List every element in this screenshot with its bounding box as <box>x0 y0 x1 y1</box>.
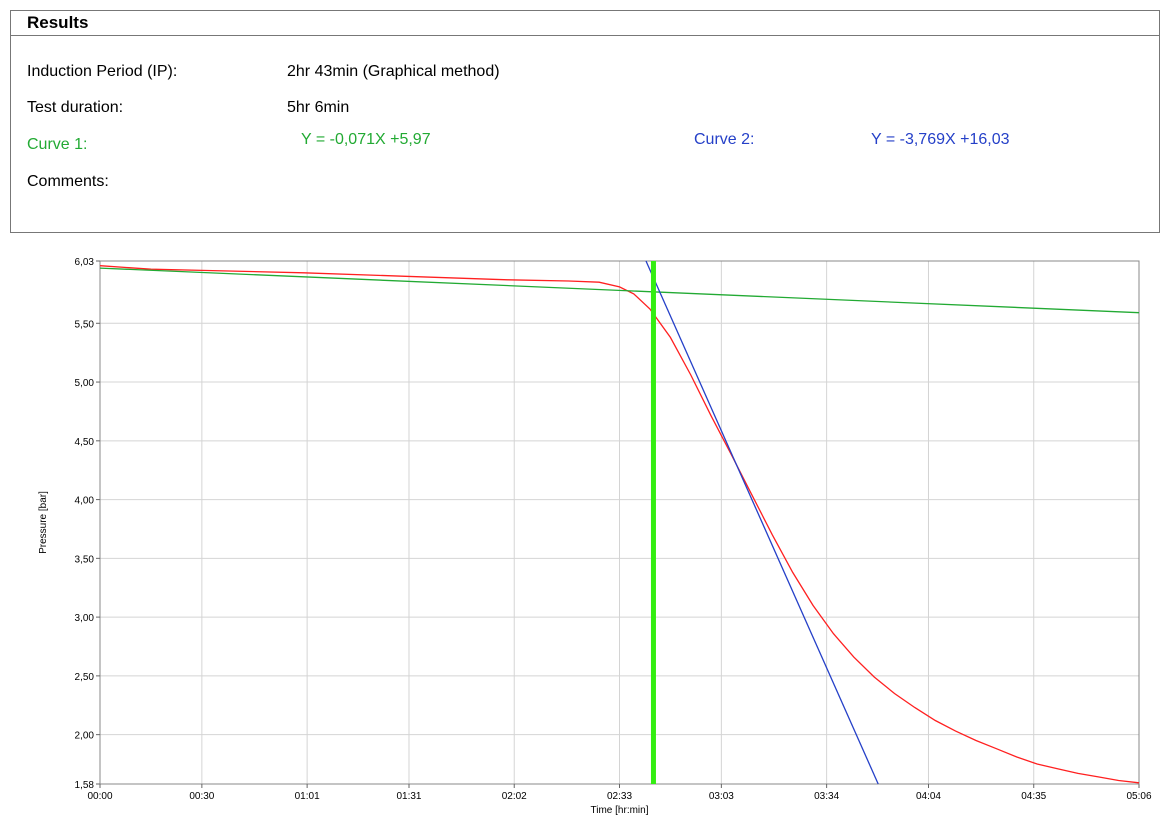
curve1-label: Curve 1: <box>27 136 88 153</box>
series <box>99 260 1140 785</box>
x-tick-label: 00:00 <box>87 791 112 802</box>
induction-period-value: 2hr 43min (Graphical method) <box>287 63 500 80</box>
x-tick-label: 01:31 <box>396 791 421 802</box>
x-tick-label: 04:04 <box>916 791 941 802</box>
x-tick-label: 01:01 <box>295 791 320 802</box>
test-duration-value: 5hr 6min <box>287 99 350 116</box>
comments-label: Comments: <box>27 173 109 190</box>
pressure-chart: 00:00 00:30 01:01 01:31 02:02 02:33 03:03 03:34… <box>38 257 1152 816</box>
curve2-label: Curve 2: <box>694 131 755 148</box>
x-tick-label: 03:34 <box>814 791 839 802</box>
x-tick-label: 04:35 <box>1021 791 1046 802</box>
y-tick-label: 5,00 <box>75 378 95 389</box>
y-tick-label: 5,50 <box>75 319 95 330</box>
curve2_fit-line <box>645 260 879 785</box>
y-tick-label: 4,50 <box>75 437 95 448</box>
y-tick-label: 2,00 <box>75 731 95 742</box>
axis-ticks: 00:00 00:30 01:01 01:31 02:02 02:33 03:03 03:34… <box>75 257 1152 802</box>
x-tick-label: 02:02 <box>502 791 527 802</box>
curve2-equation: Y = -3,769X +16,03 <box>871 131 1010 148</box>
induction-period-label: Induction Period (IP): <box>27 63 178 80</box>
y-tick-label: 4,00 <box>75 496 95 507</box>
y-tick-label: 6,03 <box>75 257 95 268</box>
x-tick-label: 00:30 <box>189 791 214 802</box>
pressure-line <box>99 265 1140 784</box>
x-axis-label: Time [hr:min] <box>591 805 649 816</box>
x-tick-label: 02:33 <box>607 791 632 802</box>
results-title: Results <box>11 11 1159 36</box>
test-duration-label: Test duration: <box>27 99 124 116</box>
y-tick-label: 3,00 <box>75 613 95 624</box>
x-tick-label: 03:03 <box>709 791 734 802</box>
curve1-equation: Y = -0,071X +5,97 <box>301 131 431 148</box>
y-tick-label: 2,50 <box>75 672 95 683</box>
grid <box>99 260 1140 785</box>
x-tick-label: 05:06 <box>1126 791 1151 802</box>
y-tick-label: 1,58 <box>75 780 95 791</box>
y-tick-label: 3,50 <box>75 554 95 565</box>
curve1_fit-line <box>99 267 1140 314</box>
y-axis-label: Pressure [bar] <box>38 491 49 554</box>
results-panel: Results Induction Period (IP): 2hr 43min… <box>10 10 1160 233</box>
